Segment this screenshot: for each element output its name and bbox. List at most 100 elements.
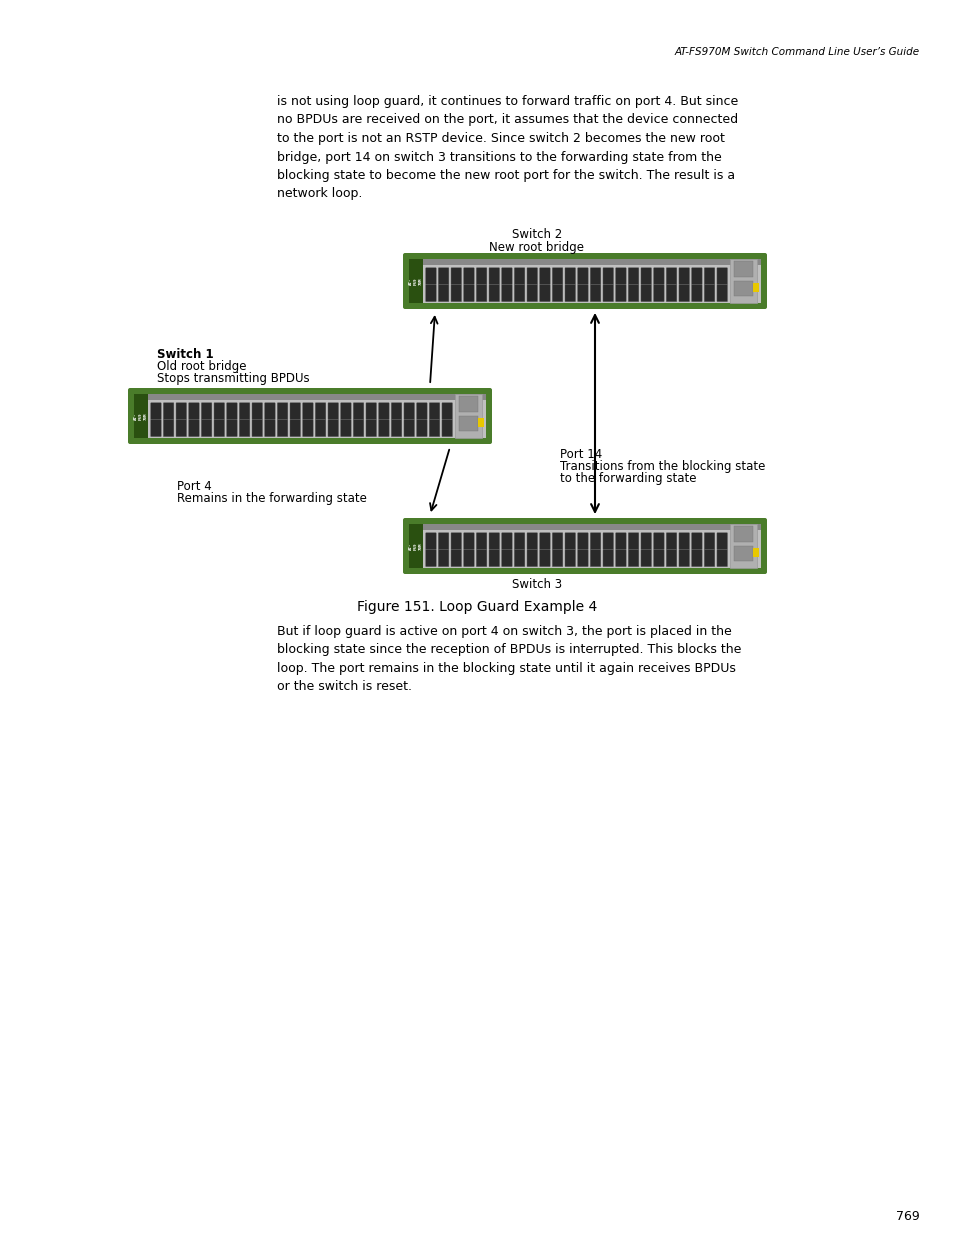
- FancyBboxPatch shape: [602, 268, 613, 284]
- FancyBboxPatch shape: [578, 550, 588, 567]
- FancyBboxPatch shape: [640, 550, 651, 567]
- FancyBboxPatch shape: [425, 285, 436, 301]
- FancyBboxPatch shape: [539, 550, 550, 567]
- FancyBboxPatch shape: [451, 550, 461, 567]
- Text: Stops transmitting BPDUs: Stops transmitting BPDUs: [157, 372, 310, 385]
- FancyBboxPatch shape: [679, 268, 689, 284]
- FancyBboxPatch shape: [552, 285, 562, 301]
- FancyBboxPatch shape: [302, 403, 313, 420]
- FancyBboxPatch shape: [227, 420, 237, 437]
- FancyBboxPatch shape: [277, 420, 288, 437]
- FancyBboxPatch shape: [277, 403, 288, 420]
- FancyBboxPatch shape: [703, 285, 714, 301]
- FancyBboxPatch shape: [703, 550, 714, 567]
- FancyBboxPatch shape: [526, 532, 537, 550]
- FancyBboxPatch shape: [429, 420, 439, 437]
- Text: Remains in the forwarding state: Remains in the forwarding state: [177, 492, 367, 505]
- Bar: [752, 283, 758, 291]
- FancyBboxPatch shape: [264, 403, 274, 420]
- FancyBboxPatch shape: [402, 517, 766, 574]
- FancyBboxPatch shape: [252, 420, 262, 437]
- FancyBboxPatch shape: [239, 403, 250, 420]
- FancyBboxPatch shape: [489, 268, 499, 284]
- FancyBboxPatch shape: [691, 285, 701, 301]
- Bar: [734, 261, 753, 277]
- FancyBboxPatch shape: [590, 285, 600, 301]
- FancyBboxPatch shape: [403, 403, 414, 420]
- Text: 769: 769: [895, 1210, 919, 1223]
- Text: AT-
FS9
70M: AT- FS9 70M: [134, 412, 148, 420]
- Bar: [730, 259, 757, 303]
- Text: Switch 1: Switch 1: [157, 348, 213, 361]
- FancyBboxPatch shape: [489, 532, 499, 550]
- Text: Port 14: Port 14: [559, 448, 601, 461]
- FancyBboxPatch shape: [526, 268, 537, 284]
- Text: New root bridge: New root bridge: [489, 241, 584, 254]
- FancyBboxPatch shape: [290, 420, 300, 437]
- Bar: [752, 548, 758, 557]
- Text: to the port is not an RSTP device. Since switch 2 becomes the new root: to the port is not an RSTP device. Since…: [276, 132, 724, 144]
- FancyBboxPatch shape: [717, 550, 727, 567]
- FancyBboxPatch shape: [514, 550, 524, 567]
- Text: loop. The port remains in the blocking state until it again receives BPDUs: loop. The port remains in the blocking s…: [276, 662, 735, 676]
- Text: blocking state since the reception of BPDUs is interrupted. This blocks the: blocking state since the reception of BP…: [276, 643, 740, 657]
- FancyBboxPatch shape: [653, 268, 663, 284]
- Bar: [409, 524, 760, 568]
- FancyBboxPatch shape: [665, 268, 676, 284]
- Bar: [459, 416, 477, 431]
- FancyBboxPatch shape: [653, 550, 663, 567]
- FancyBboxPatch shape: [578, 285, 588, 301]
- FancyBboxPatch shape: [590, 268, 600, 284]
- FancyBboxPatch shape: [176, 403, 187, 420]
- Bar: [409, 524, 760, 530]
- FancyBboxPatch shape: [717, 285, 727, 301]
- FancyBboxPatch shape: [451, 285, 461, 301]
- FancyBboxPatch shape: [315, 403, 326, 420]
- Text: or the switch is reset.: or the switch is reset.: [276, 680, 412, 694]
- FancyBboxPatch shape: [628, 532, 639, 550]
- FancyBboxPatch shape: [201, 420, 212, 437]
- FancyBboxPatch shape: [429, 403, 439, 420]
- FancyBboxPatch shape: [539, 285, 550, 301]
- FancyBboxPatch shape: [640, 268, 651, 284]
- FancyBboxPatch shape: [201, 403, 212, 420]
- FancyBboxPatch shape: [176, 420, 187, 437]
- FancyBboxPatch shape: [416, 420, 427, 437]
- FancyBboxPatch shape: [501, 550, 512, 567]
- FancyBboxPatch shape: [514, 268, 524, 284]
- FancyBboxPatch shape: [552, 268, 562, 284]
- FancyBboxPatch shape: [476, 268, 486, 284]
- FancyBboxPatch shape: [552, 550, 562, 567]
- FancyBboxPatch shape: [213, 420, 224, 437]
- Text: Port 4: Port 4: [177, 480, 212, 493]
- Text: Switch 2: Switch 2: [512, 228, 561, 241]
- FancyBboxPatch shape: [489, 285, 499, 301]
- FancyBboxPatch shape: [391, 403, 401, 420]
- FancyBboxPatch shape: [340, 420, 351, 437]
- Bar: [409, 524, 422, 568]
- FancyBboxPatch shape: [366, 420, 376, 437]
- FancyBboxPatch shape: [290, 403, 300, 420]
- FancyBboxPatch shape: [590, 550, 600, 567]
- FancyBboxPatch shape: [402, 253, 766, 309]
- FancyBboxPatch shape: [665, 550, 676, 567]
- FancyBboxPatch shape: [602, 285, 613, 301]
- Text: AT-
FS9
70M: AT- FS9 70M: [409, 542, 422, 550]
- Text: AT-FS970M Switch Command Line User’s Guide: AT-FS970M Switch Command Line User’s Gui…: [674, 47, 919, 57]
- Text: Figure 151. Loop Guard Example 4: Figure 151. Loop Guard Example 4: [356, 600, 597, 614]
- FancyBboxPatch shape: [564, 550, 575, 567]
- FancyBboxPatch shape: [213, 403, 224, 420]
- FancyBboxPatch shape: [653, 285, 663, 301]
- Text: blocking state to become the new root port for the switch. The result is a: blocking state to become the new root po…: [276, 169, 735, 182]
- Text: to the forwarding state: to the forwarding state: [559, 472, 696, 485]
- FancyBboxPatch shape: [353, 420, 363, 437]
- FancyBboxPatch shape: [602, 550, 613, 567]
- FancyBboxPatch shape: [615, 532, 625, 550]
- FancyBboxPatch shape: [691, 532, 701, 550]
- FancyBboxPatch shape: [163, 420, 173, 437]
- FancyBboxPatch shape: [315, 420, 326, 437]
- FancyBboxPatch shape: [463, 550, 474, 567]
- FancyBboxPatch shape: [425, 268, 436, 284]
- FancyBboxPatch shape: [514, 285, 524, 301]
- Bar: [459, 396, 477, 411]
